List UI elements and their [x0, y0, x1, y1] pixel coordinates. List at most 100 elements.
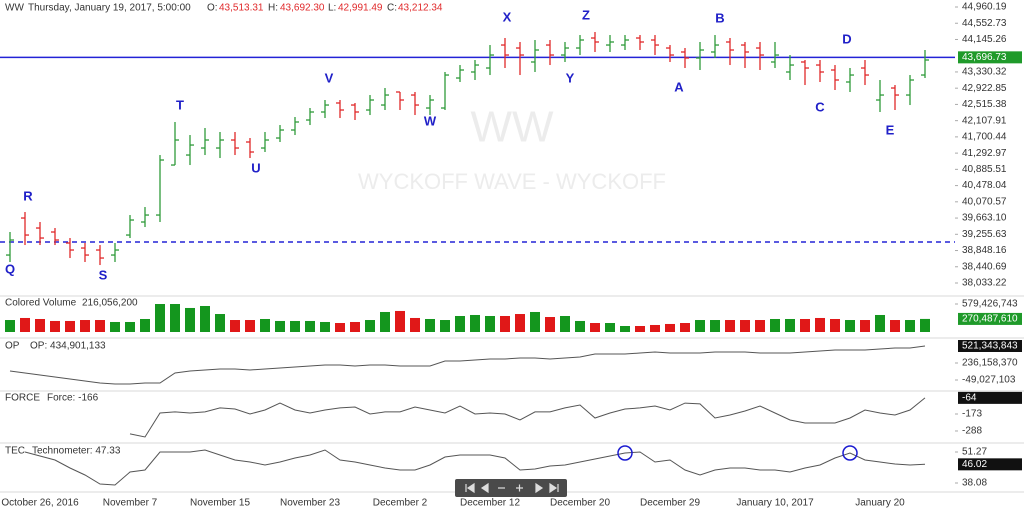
x-tick-label: December 29: [640, 498, 700, 509]
last-value-box: [958, 312, 1022, 325]
panel-separators: [0, 295, 1024, 493]
volume-bar: [425, 318, 435, 332]
ohlc-bar: [561, 41, 569, 62]
ohlc-bar: [546, 40, 554, 66]
ohlc-value: 43,692.30: [280, 3, 325, 14]
y-tick-label: 44,960.19: [962, 2, 1007, 13]
volume-bar: [260, 318, 270, 332]
y-tick-label: 40,070.57: [962, 196, 1007, 207]
volume-bar: [785, 318, 795, 332]
volume-bar: [95, 320, 105, 332]
volume-bar: [560, 315, 570, 332]
ohlc-bar: [381, 88, 389, 111]
wave-label: T: [176, 97, 184, 112]
ohlc-bar: [876, 80, 884, 112]
ohlc-bar: [606, 35, 614, 52]
volume-bar: [350, 321, 360, 332]
wave-label: B: [715, 10, 724, 25]
volume-bar: [905, 320, 915, 332]
ohlc-bar: [36, 222, 44, 246]
y-tick-label: 39,255.63: [962, 229, 1007, 240]
volume-bar: [245, 320, 255, 332]
y-tick-label: 44,145.26: [962, 34, 1007, 45]
volume-bar: [395, 310, 405, 332]
ohlc-value: 43,212.34: [398, 3, 443, 14]
datetime: Thursday, January 19, 2017, 5:00:00: [28, 3, 191, 14]
volume-bar: [185, 307, 195, 332]
ohlc-bar: [126, 215, 134, 239]
volume-bar: [890, 320, 900, 332]
y-tick-label: 39,663.10: [962, 213, 1007, 224]
volume-bar: [440, 320, 450, 332]
ohlc-bar: [621, 35, 629, 51]
volume-bar: [470, 314, 480, 332]
watermark: WW: [470, 103, 554, 152]
volume-bar: [770, 318, 780, 332]
ohlc-bar: [276, 125, 284, 143]
ohlc-value: 43,513.31: [219, 3, 264, 14]
ohlc-bar: [51, 228, 59, 246]
ohlc-bar: [201, 128, 209, 156]
ohlc-bar: [306, 108, 314, 126]
y-tick-label: 44,552.73: [962, 18, 1007, 29]
wave-label: U: [251, 160, 260, 175]
y-tick-label: 38.08: [962, 478, 987, 489]
volume-bar: [800, 318, 810, 332]
ohlc-bar: [681, 48, 689, 69]
symbol: WW: [5, 3, 24, 14]
volume-bar: [35, 318, 45, 332]
volume-bar: [755, 320, 765, 332]
volume-bar: [455, 315, 465, 332]
wave-label: Q: [5, 261, 15, 276]
volume-bar: [290, 320, 300, 332]
volume-bar: [305, 320, 315, 332]
y-tick-label: -173: [962, 409, 982, 420]
x-tick-label: December 2: [373, 498, 428, 509]
volume-bar: [20, 317, 30, 332]
nav-toolbar[interactable]: [455, 479, 567, 497]
ohlc-bar: [531, 40, 539, 72]
ohlc-bar: [81, 243, 89, 263]
volume-bar: [830, 318, 840, 332]
watermark: WYCKOFF WAVE - WYCKOFF: [358, 169, 666, 194]
ohlc-bar: [726, 38, 734, 66]
ohlc-bar: [261, 132, 269, 153]
ohlc-bar: [771, 41, 779, 69]
ohlc-bar: [576, 35, 584, 56]
ohlc-bar: [906, 75, 914, 106]
volume-bar: [50, 320, 60, 332]
ohlc-bar: [246, 138, 254, 159]
y-tick-label: 38,848.16: [962, 245, 1007, 256]
ohlc-bar: [741, 41, 749, 69]
panel-title: OP: [5, 341, 20, 352]
volume-bar: [320, 321, 330, 332]
ohlc-bar: [66, 238, 74, 259]
ohlc-bar: [411, 91, 419, 116]
last-value-label: -64: [962, 393, 977, 404]
ohlc-bar: [96, 245, 104, 266]
indicator-line: [9, 345, 926, 385]
panel-readout: OP: 434,901,133: [30, 341, 106, 352]
ohlc-bar: [456, 65, 464, 82]
x-tick-label: November 23: [280, 498, 340, 509]
wave-label: D: [842, 31, 851, 46]
volume-bar: [740, 320, 750, 332]
volume-bar: [710, 320, 720, 332]
y-tick-label: 42,107.91: [962, 115, 1007, 126]
last-value-label: 43,696.73: [962, 52, 1007, 63]
volume-bar: [575, 320, 585, 332]
wave-label: C: [815, 99, 825, 114]
volume-bar: [125, 321, 135, 332]
ohlc-label: O:: [207, 3, 218, 14]
volume-bar: [335, 323, 345, 332]
last-value-label: 270,487,610: [962, 314, 1018, 325]
x-tick-label: December 20: [550, 498, 610, 509]
ohlc-label: H:: [268, 3, 278, 14]
ohlc-bar: [696, 41, 704, 71]
volume-bar: [200, 305, 210, 332]
highlight-circle: [842, 445, 858, 461]
ohlc-bar: [861, 60, 869, 86]
ohlc-bar: [471, 60, 479, 81]
ohlc-bar: [336, 100, 344, 119]
volume-bar: [410, 317, 420, 332]
